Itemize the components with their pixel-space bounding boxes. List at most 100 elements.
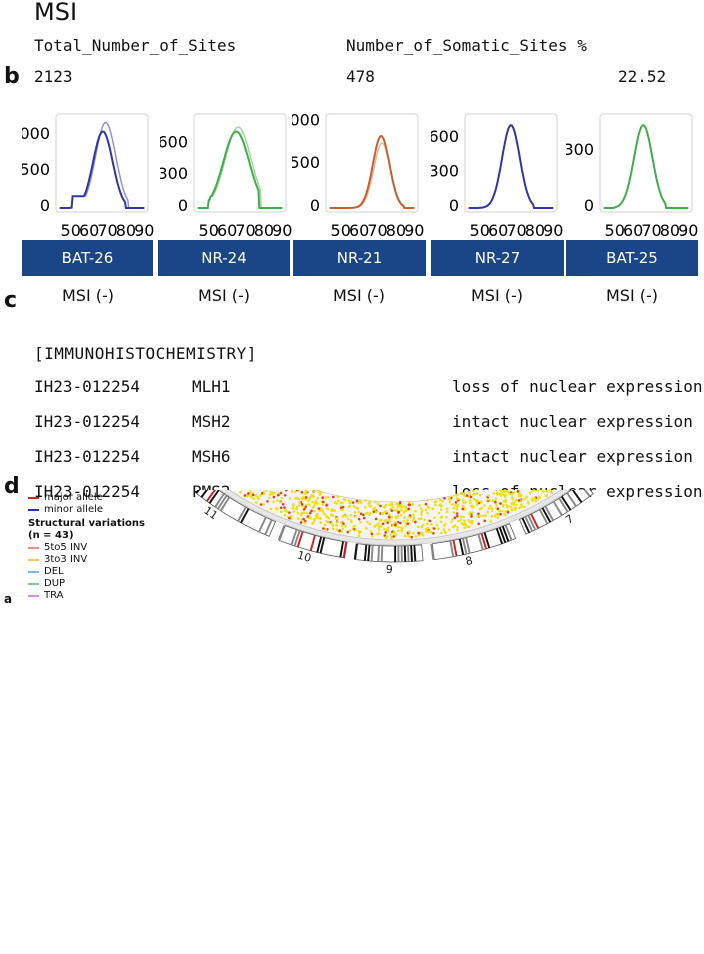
chromosome-band (363, 544, 368, 561)
legend-minor-allele: minor allele (28, 504, 145, 516)
circos-dot (314, 514, 318, 518)
circos-dot (463, 507, 467, 511)
circos-dot (308, 516, 311, 520)
circos-dot (454, 503, 458, 507)
circos-dot (518, 492, 522, 496)
sv-swatch (28, 595, 39, 597)
circos-dot (460, 521, 464, 525)
circos-dot (452, 511, 456, 514)
circos-dot (525, 495, 528, 499)
circos-dot (434, 503, 437, 507)
circos-dot (504, 513, 507, 517)
circos-dot (412, 531, 415, 535)
circos-dot (343, 498, 347, 502)
circos-dot (358, 500, 362, 503)
marker-status: MSI (-) (470, 286, 524, 305)
circos-dot (463, 526, 467, 530)
circos-dot (336, 520, 339, 524)
circos-dot (452, 506, 456, 510)
circos-dot (440, 500, 444, 503)
circos-dot (462, 498, 465, 502)
circos-dot (306, 515, 310, 518)
circos-dot (316, 516, 319, 520)
circos-dot (443, 530, 447, 534)
circos-dot (428, 519, 432, 523)
circos-dot (303, 507, 306, 511)
circos-dot (427, 530, 431, 533)
circos-dot (390, 536, 394, 540)
circos-dot (302, 517, 305, 521)
chromosome-band (566, 492, 577, 507)
circos-dot (414, 520, 417, 524)
circos-dot (394, 534, 398, 537)
circos-dot (396, 508, 399, 512)
sv-type-item: 5to5 INV (28, 542, 145, 554)
peak-curve (329, 134, 415, 209)
circos-dot (510, 508, 514, 512)
circos-dot (309, 495, 313, 499)
circos-dot (533, 490, 537, 492)
circos-dot (259, 494, 262, 497)
circos-dot (387, 515, 391, 519)
circos-dot (339, 521, 343, 524)
y-tick-label: 500 (292, 153, 320, 172)
chromosome-band (583, 490, 591, 497)
circos-dot (268, 496, 271, 500)
circos-dot (468, 520, 472, 524)
ihc-id-cell: IH23-012254 (34, 447, 140, 466)
circos-dot (323, 523, 327, 527)
circos-dot (518, 506, 521, 510)
circos-dot (456, 528, 459, 532)
circos-dot (414, 509, 417, 513)
circos-dot (313, 519, 316, 523)
minor-allele-label: minor allele (44, 504, 104, 515)
chromosome-band (403, 545, 407, 562)
circos-dot (332, 509, 335, 513)
peak-curve (603, 124, 689, 209)
circos-dot (272, 495, 276, 499)
circos-dot (442, 524, 446, 527)
circos-dot (362, 516, 366, 520)
circos-dot (450, 520, 453, 524)
circos-dot (529, 491, 532, 495)
circos-dot (402, 511, 406, 514)
peak-curve (468, 124, 554, 209)
circos-dot (386, 529, 389, 533)
circos-dot (279, 510, 283, 513)
marker-label-bat-25: BAT-25 (566, 240, 698, 276)
circos-dot (501, 509, 504, 513)
circos-dot (404, 534, 407, 538)
peak-curve (197, 130, 283, 209)
total-sites-header: Total_Number_of_Sites (34, 36, 237, 55)
sv-label: TRA (44, 590, 64, 601)
circos-dot (269, 491, 273, 494)
circos-dot (396, 514, 400, 518)
circos-dot (318, 509, 321, 512)
circos-dot (303, 521, 307, 525)
circos-dot (420, 513, 423, 516)
circos-dot (342, 522, 345, 525)
circos-dot (384, 518, 388, 522)
circos-dot (478, 514, 482, 518)
x-tick-label: 60 (349, 221, 369, 238)
circos-dot (490, 509, 494, 512)
circos-dot (391, 505, 394, 509)
circos-dot (411, 502, 414, 506)
sv-type-item: DUP (28, 578, 145, 590)
circos-dot (293, 490, 297, 494)
circos-dot (455, 494, 458, 497)
circos-dot (274, 507, 278, 511)
circos-dot (533, 497, 536, 501)
chromosome-band (544, 506, 555, 521)
circos-dot (269, 507, 273, 511)
chromosome-band (380, 545, 384, 562)
circos-dot (279, 506, 283, 510)
circos-dot (321, 508, 324, 512)
circos-dot (499, 512, 502, 516)
circos-dot (346, 517, 350, 521)
circos-dot (331, 514, 334, 518)
circos-dot (517, 499, 521, 502)
circos-dot (266, 500, 269, 503)
circos-dot (394, 516, 398, 520)
circos-dot (420, 517, 423, 520)
